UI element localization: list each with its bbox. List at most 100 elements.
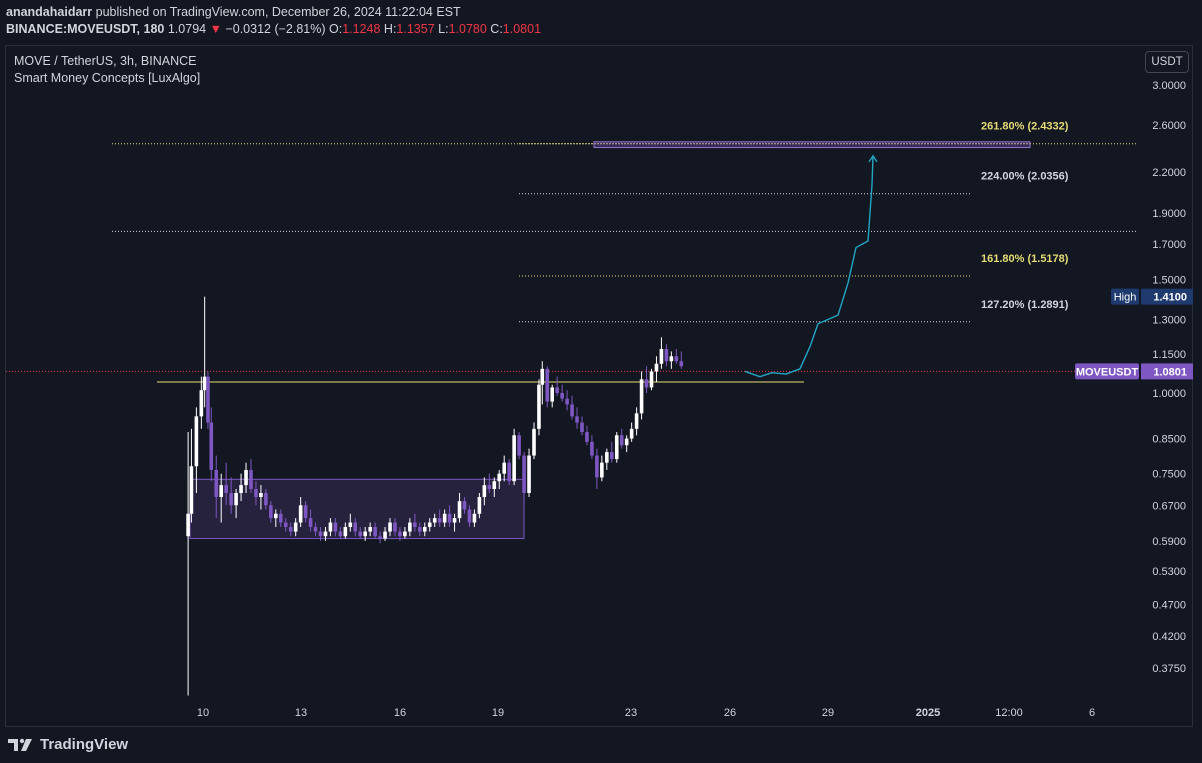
candle-body xyxy=(649,371,654,388)
candle-body xyxy=(487,485,492,490)
chart-legend: MOVE / TetherUS, 3h, BINANCE Smart Money… xyxy=(14,53,200,87)
candle-body xyxy=(517,435,521,456)
target-zone-box xyxy=(593,141,1031,149)
publish-text: published on TradingView.com, December 2… xyxy=(95,5,461,19)
legend-symbol-title[interactable]: MOVE / TetherUS, 3h, BINANCE xyxy=(14,54,197,68)
candle-body xyxy=(437,518,442,523)
x-tick-label: 6 xyxy=(1089,707,1095,719)
candle-body xyxy=(393,522,397,532)
candle-body xyxy=(373,527,377,537)
y-tick-label: 0.3750 xyxy=(1152,663,1186,675)
candle-body xyxy=(422,527,427,532)
candle-body xyxy=(442,513,447,523)
candle-body xyxy=(605,452,609,463)
tradingview-wordmark: TradingView xyxy=(40,736,129,753)
candle-body xyxy=(595,455,599,478)
high-tag-name: High xyxy=(1114,292,1137,304)
candle-body xyxy=(398,531,402,537)
candle-body xyxy=(565,398,569,405)
candle-body xyxy=(477,497,482,514)
tradingview-logo[interactable]: TradingView xyxy=(8,736,128,753)
candle-body xyxy=(472,513,477,523)
candle-body xyxy=(368,527,372,532)
y-tick-label: 1.5000 xyxy=(1152,274,1186,286)
candle-body xyxy=(338,531,343,537)
symbol-tag-name-box xyxy=(1075,363,1139,380)
y-tick-label: 2.6000 xyxy=(1152,120,1186,132)
candle-body xyxy=(308,518,313,528)
candle-body xyxy=(318,531,323,537)
legend-indicator[interactable]: Smart Money Concepts [LuxAlgo] xyxy=(14,71,201,85)
candle-body xyxy=(527,455,531,493)
candle-body xyxy=(219,485,224,498)
x-tick-label: 16 xyxy=(394,707,406,719)
candle-body xyxy=(259,492,263,498)
high-tag-price: 1.4100 xyxy=(1153,292,1187,304)
y-tick-label: 1.3000 xyxy=(1152,314,1186,326)
close-value: 1.0801 xyxy=(502,22,542,36)
candle-body xyxy=(298,505,303,523)
candle-body xyxy=(545,368,550,402)
high-label: H: xyxy=(383,22,397,36)
x-tick-label: 12:00 xyxy=(995,707,1023,719)
candle-body xyxy=(323,531,328,537)
symbol-tag-price-box xyxy=(1141,363,1193,380)
candle-body xyxy=(679,361,684,367)
candle-body xyxy=(303,505,308,519)
x-tick-label: 19 xyxy=(492,707,504,719)
candle-body xyxy=(482,485,487,498)
candle-body xyxy=(502,462,507,474)
candle-body xyxy=(585,432,589,442)
candle-body xyxy=(457,501,462,519)
symbol-tag-name: MOVEUSDT xyxy=(1076,366,1139,378)
currency-button[interactable]: USDT xyxy=(1145,51,1189,73)
y-tick-label: 0.5300 xyxy=(1152,566,1186,578)
candle-body xyxy=(427,522,432,528)
x-tick-label: 26 xyxy=(724,707,736,719)
y-tick-label: 0.8500 xyxy=(1152,434,1186,446)
candle-body xyxy=(634,413,639,429)
candle-body xyxy=(570,404,574,417)
candle-body xyxy=(206,376,210,423)
y-tick-label: 2.2000 xyxy=(1152,167,1186,179)
projection-arrow-icon xyxy=(868,154,878,163)
candle-body xyxy=(343,527,348,537)
candle-body xyxy=(353,522,358,532)
change-value: −0.0312 (−2.81%) xyxy=(225,22,326,36)
y-tick-label: 0.5900 xyxy=(1152,536,1186,548)
candle-body xyxy=(328,522,333,532)
low-value: 1.0780 xyxy=(448,22,487,36)
candle-body xyxy=(432,518,437,523)
fib-label: 261.80% (2.4332) xyxy=(981,121,1069,133)
candle-body xyxy=(614,435,619,460)
candle-body xyxy=(403,531,407,537)
candle-body xyxy=(189,466,194,514)
projection-path xyxy=(744,155,874,378)
candle-body xyxy=(447,513,452,523)
candle-body xyxy=(293,522,298,532)
candle-body xyxy=(462,501,467,510)
candle-body xyxy=(363,531,367,537)
candle-body xyxy=(560,393,564,399)
y-tick-label: 3.0000 xyxy=(1152,80,1186,92)
candle-body xyxy=(452,518,457,523)
high-tag-price-box xyxy=(1141,288,1193,305)
candle-body xyxy=(358,531,363,537)
y-tick-label: 1.9000 xyxy=(1152,208,1186,220)
candle-body xyxy=(418,527,422,532)
x-tick-label: 10 xyxy=(197,707,209,719)
candle-body xyxy=(512,435,516,482)
candle-body xyxy=(580,422,584,433)
author-name: anandahaidarr xyxy=(6,5,93,19)
candle-body xyxy=(224,485,228,493)
x-tick-label: 23 xyxy=(625,707,637,719)
candle-body xyxy=(288,527,293,532)
header-bar: anandahaidarr published on TradingView.c… xyxy=(0,0,1202,44)
x-tick-label: 13 xyxy=(295,707,307,719)
candle-body xyxy=(590,441,594,456)
candle-body xyxy=(575,416,579,423)
candle-body xyxy=(540,368,545,385)
tradingview-logo-icon xyxy=(8,738,32,751)
change-arrow-icon: ▼ xyxy=(209,22,222,36)
